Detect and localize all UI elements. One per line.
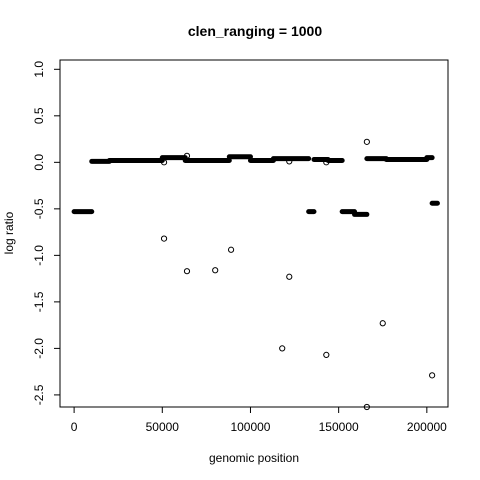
x-tick-label: 0 bbox=[71, 420, 78, 434]
x-tick-label: 100000 bbox=[230, 420, 270, 434]
outlier-point bbox=[363, 403, 370, 411]
segment-points bbox=[71, 154, 440, 217]
outlier-point bbox=[227, 246, 235, 253]
y-tick-label: -1.0 bbox=[32, 245, 46, 266]
outlier-point bbox=[286, 158, 293, 165]
y-tick-label: 1.0 bbox=[32, 61, 46, 78]
x-axis-label: genomic position bbox=[209, 451, 299, 465]
y-tick-label: -2.5 bbox=[32, 384, 46, 405]
chart-title: clen_ranging = 1000 bbox=[188, 23, 322, 39]
y-tick-label: 0.0 bbox=[32, 154, 46, 171]
plot-frame bbox=[59, 59, 449, 408]
outlier-point bbox=[379, 320, 386, 327]
outlier-point bbox=[183, 268, 191, 275]
outlier-point bbox=[286, 273, 293, 280]
outlier-point bbox=[429, 372, 436, 379]
outlier-point bbox=[323, 351, 330, 359]
x-tick-label: 150000 bbox=[319, 420, 359, 434]
y-tick-label: -1.5 bbox=[32, 291, 46, 312]
outlier-point bbox=[183, 152, 191, 159]
outlier-point bbox=[323, 159, 330, 166]
y-axis: 1.0 0.5 0.0 -0.5 -1.0 -1.5 -2.0 -2.5 bbox=[32, 61, 61, 405]
outlier-points bbox=[160, 138, 436, 411]
y-axis-label: log ratio bbox=[2, 211, 16, 254]
x-axis: 0 50000 100000 150000 200000 bbox=[71, 406, 447, 434]
outlier-point bbox=[279, 345, 286, 352]
outlier-point bbox=[160, 159, 168, 166]
y-tick-label: -0.5 bbox=[32, 198, 46, 219]
y-tick-label: -2.0 bbox=[32, 338, 46, 359]
x-tick-label: 50000 bbox=[146, 420, 180, 434]
outlier-point bbox=[212, 267, 219, 274]
outlier-point bbox=[363, 138, 370, 145]
outlier-point bbox=[160, 235, 168, 242]
y-tick-label: 0.5 bbox=[32, 107, 46, 124]
x-tick-label: 200000 bbox=[407, 420, 447, 434]
